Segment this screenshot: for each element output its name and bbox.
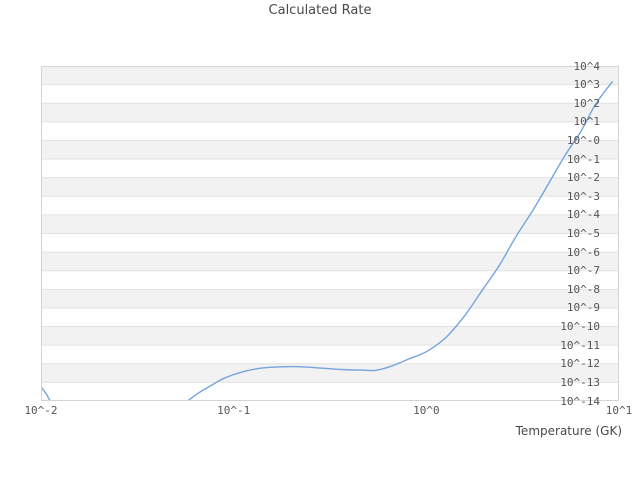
y-tick-label: 10^-6 — [566, 245, 600, 259]
decade-band — [41, 307, 619, 327]
decade-band — [41, 84, 619, 104]
decade-band — [41, 196, 619, 215]
y-tick-label: 10^4 — [573, 59, 601, 73]
rate-curve — [41, 81, 613, 401]
y-tick-label: 10^-12 — [560, 357, 600, 371]
decade-band — [41, 252, 619, 271]
decade-band — [41, 121, 619, 141]
y-tick-label: 10^3 — [573, 78, 601, 92]
h-gridlines — [41, 66, 619, 401]
decade-band — [41, 345, 619, 364]
y-tick-label: 10^-4 — [566, 208, 600, 222]
decade-band — [41, 140, 619, 160]
x-axis-title: Temperature (GK) — [515, 424, 622, 438]
y-tick-label: 10^1 — [573, 115, 601, 129]
chart-title: Calculated Rate — [268, 3, 372, 18]
decade-band — [41, 66, 619, 85]
y-tick-label: 10^-8 — [566, 282, 600, 296]
decade-band — [41, 214, 619, 234]
plot-border — [41, 66, 619, 401]
decade-band — [41, 289, 619, 308]
y-tick-label: 10^-9 — [566, 301, 600, 315]
decade-band — [41, 382, 619, 401]
x-tick-label: 10^1 — [605, 404, 633, 417]
y-tick-label: 10^-3 — [566, 189, 600, 203]
decade-band — [41, 177, 619, 197]
y-tick-label: 10^2 — [573, 96, 601, 110]
y-tick-label: 10^-1 — [566, 152, 600, 166]
y-tick-label: 10^-0 — [566, 133, 600, 147]
decade-band — [41, 159, 619, 178]
y-tick-label: 10^-10 — [560, 320, 600, 334]
decade-band — [41, 270, 619, 290]
x-tick-label: 10^-2 — [24, 404, 58, 417]
decade-band — [41, 103, 619, 122]
rate-plot-svg — [41, 66, 619, 401]
y-tick-label: 10^-14 — [560, 394, 600, 408]
x-tick-label: 10^-1 — [217, 404, 251, 417]
decade-band — [41, 363, 619, 383]
plot-area — [41, 66, 619, 401]
decade-band — [41, 326, 619, 346]
y-tick-label: 10^-5 — [566, 227, 600, 240]
x-tick-label: 10^0 — [413, 404, 440, 417]
y-tick-label: 10^-11 — [560, 338, 600, 352]
y-tick-label: 10^-13 — [560, 375, 600, 389]
decade-band — [41, 233, 619, 253]
y-tick-label: 10^-2 — [566, 171, 600, 185]
decade-bands — [41, 66, 619, 401]
y-tick-label: 10^-7 — [566, 264, 600, 278]
